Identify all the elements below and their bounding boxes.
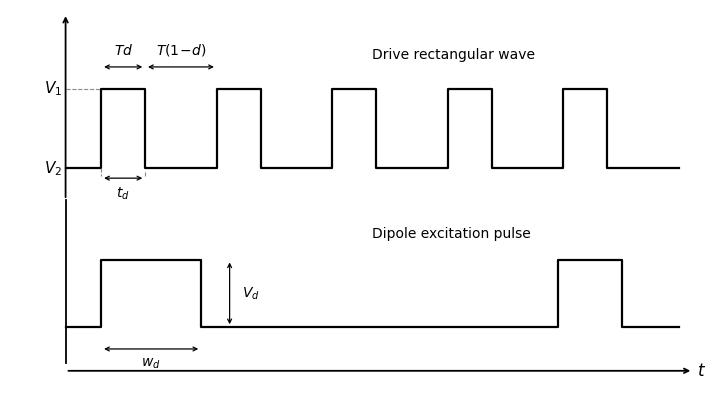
- Text: $V_1$: $V_1$: [44, 80, 62, 98]
- Text: $t_d$: $t_d$: [117, 185, 130, 202]
- Text: $t$: $t$: [697, 362, 706, 380]
- Text: $T(1\!-\!d)$: $T(1\!-\!d)$: [156, 42, 206, 58]
- Text: $Td$: $Td$: [114, 43, 133, 58]
- Text: $V_2$: $V_2$: [44, 159, 62, 178]
- Text: Drive rectangular wave: Drive rectangular wave: [372, 48, 536, 62]
- Text: $V_d$: $V_d$: [243, 285, 260, 302]
- Text: $w_d$: $w_d$: [141, 356, 161, 370]
- Text: Dipole excitation pulse: Dipole excitation pulse: [372, 227, 531, 241]
